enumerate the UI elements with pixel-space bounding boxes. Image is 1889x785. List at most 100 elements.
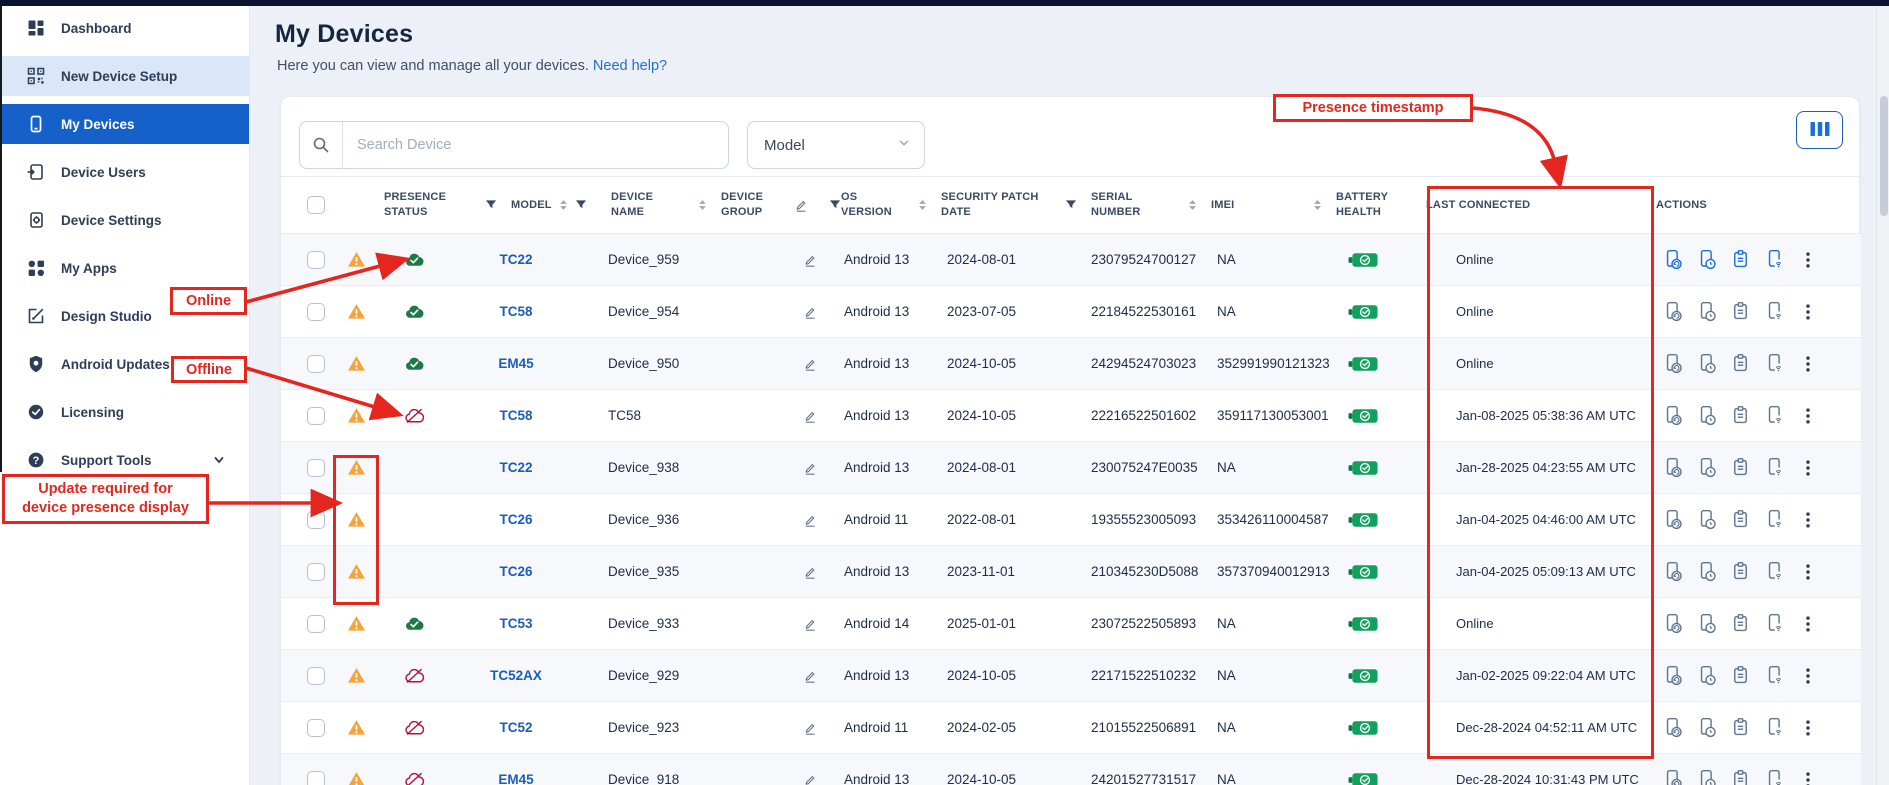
device-model-link[interactable]: TC58 — [499, 304, 533, 319]
device-model-link[interactable]: TC52AX — [490, 668, 542, 683]
edit-column-icon[interactable] — [794, 198, 808, 212]
more-actions-icon[interactable] — [1798, 458, 1818, 478]
device-model-link[interactable]: EM45 — [498, 772, 534, 785]
device-schedule-icon[interactable] — [1696, 613, 1717, 634]
more-actions-icon[interactable] — [1798, 302, 1818, 322]
device-network-icon[interactable] — [1764, 249, 1785, 270]
device-remote-icon[interactable] — [1662, 405, 1683, 426]
device-network-icon[interactable] — [1764, 613, 1785, 634]
select-all-checkbox[interactable] — [307, 196, 325, 214]
sidebar-item-dashboard[interactable]: Dashboard — [0, 8, 249, 48]
device-logs-icon[interactable] — [1730, 249, 1751, 270]
device-model-link[interactable]: TC26 — [499, 512, 533, 527]
device-network-icon[interactable] — [1764, 405, 1785, 426]
filter-icon[interactable] — [1065, 199, 1077, 211]
row-checkbox[interactable] — [307, 666, 325, 685]
column-settings-button[interactable] — [1796, 111, 1843, 149]
device-network-icon[interactable] — [1764, 717, 1785, 738]
device-model-link[interactable]: TC22 — [499, 252, 533, 267]
sidebar-item-new-device-setup[interactable]: New Device Setup — [0, 56, 249, 96]
more-actions-icon[interactable] — [1798, 666, 1818, 686]
sidebar-item-device-users[interactable]: Device Users — [0, 152, 249, 192]
edit-device-group-icon[interactable] — [803, 669, 817, 683]
sidebar-item-android-updates[interactable]: Android Updates — [0, 344, 249, 384]
device-model-link[interactable]: TC53 — [499, 616, 533, 631]
row-checkbox[interactable] — [307, 302, 325, 321]
device-logs-icon[interactable] — [1730, 509, 1751, 530]
edit-device-group-icon[interactable] — [803, 513, 817, 527]
device-model-link[interactable]: EM45 — [498, 356, 534, 371]
column-header-device-group[interactable]: DEVICE GROUP — [721, 177, 841, 233]
edit-device-group-icon[interactable] — [803, 565, 817, 579]
edit-device-group-icon[interactable] — [803, 253, 817, 267]
edit-device-group-icon[interactable] — [803, 409, 817, 423]
edit-device-group-icon[interactable] — [803, 773, 817, 785]
device-model-link[interactable]: TC22 — [499, 460, 533, 475]
sidebar-item-my-devices[interactable]: My Devices — [0, 104, 249, 144]
device-model-link[interactable]: TC58 — [499, 408, 533, 423]
more-actions-icon[interactable] — [1798, 770, 1818, 785]
device-remote-icon[interactable] — [1662, 561, 1683, 582]
device-logs-icon[interactable] — [1730, 561, 1751, 582]
device-logs-icon[interactable] — [1730, 457, 1751, 478]
device-model-link[interactable]: TC52 — [499, 720, 533, 735]
device-network-icon[interactable] — [1764, 769, 1785, 785]
need-help-link[interactable]: Need help? — [592, 58, 668, 74]
column-header-security-patch-date[interactable]: SECURITY PATCH DATE — [941, 177, 1091, 233]
column-header-presence-status[interactable]: PRESENCE STATUS — [347, 177, 511, 233]
sort-icon[interactable] — [918, 199, 927, 211]
device-remote-icon[interactable] — [1662, 665, 1683, 686]
row-checkbox[interactable] — [307, 614, 325, 633]
device-network-icon[interactable] — [1764, 665, 1785, 686]
vertical-scrollbar[interactable] — [1876, 6, 1889, 785]
column-header-device-name[interactable]: DEVICE NAME — [611, 177, 721, 233]
device-remote-icon[interactable] — [1662, 769, 1683, 785]
device-schedule-icon[interactable] — [1696, 301, 1717, 322]
device-schedule-icon[interactable] — [1696, 717, 1717, 738]
sidebar-item-device-settings[interactable]: Device Settings — [0, 200, 249, 240]
more-actions-icon[interactable] — [1798, 718, 1818, 738]
column-header-imei[interactable]: IMEI — [1211, 177, 1336, 233]
device-remote-icon[interactable] — [1662, 457, 1683, 478]
device-logs-icon[interactable] — [1730, 405, 1751, 426]
device-schedule-icon[interactable] — [1696, 249, 1717, 270]
filter-icon[interactable] — [829, 199, 841, 211]
device-logs-icon[interactable] — [1730, 613, 1751, 634]
device-network-icon[interactable] — [1764, 353, 1785, 374]
device-network-icon[interactable] — [1764, 301, 1785, 322]
column-header-os-version[interactable]: OS VERSION — [841, 177, 941, 233]
more-actions-icon[interactable] — [1798, 406, 1818, 426]
edit-device-group-icon[interactable] — [803, 461, 817, 475]
row-checkbox[interactable] — [307, 562, 325, 581]
device-schedule-icon[interactable] — [1696, 665, 1717, 686]
more-actions-icon[interactable] — [1798, 354, 1818, 374]
device-network-icon[interactable] — [1764, 457, 1785, 478]
more-actions-icon[interactable] — [1798, 562, 1818, 582]
filter-icon[interactable] — [575, 199, 587, 211]
row-checkbox[interactable] — [307, 770, 325, 785]
sort-icon[interactable] — [559, 199, 568, 211]
device-logs-icon[interactable] — [1730, 769, 1751, 785]
device-schedule-icon[interactable] — [1696, 405, 1717, 426]
sort-icon[interactable] — [698, 199, 707, 211]
column-header-serial-number[interactable]: SERIAL NUMBER — [1091, 177, 1211, 233]
row-checkbox[interactable] — [307, 458, 325, 477]
device-remote-icon[interactable] — [1662, 509, 1683, 530]
device-logs-icon[interactable] — [1730, 665, 1751, 686]
device-schedule-icon[interactable] — [1696, 457, 1717, 478]
device-logs-icon[interactable] — [1730, 717, 1751, 738]
column-header-model[interactable]: MODEL — [511, 177, 611, 233]
sidebar-item-my-apps[interactable]: My Apps — [0, 248, 249, 288]
device-schedule-icon[interactable] — [1696, 509, 1717, 530]
device-model-link[interactable]: TC26 — [499, 564, 533, 579]
more-actions-icon[interactable] — [1798, 250, 1818, 270]
device-schedule-icon[interactable] — [1696, 561, 1717, 582]
sort-icon[interactable] — [1188, 199, 1197, 211]
device-schedule-icon[interactable] — [1696, 353, 1717, 374]
model-filter-select[interactable]: Model — [747, 121, 925, 169]
scrollbar-thumb[interactable] — [1879, 96, 1888, 216]
search-input[interactable] — [343, 137, 728, 153]
device-network-icon[interactable] — [1764, 509, 1785, 530]
row-checkbox[interactable] — [307, 250, 325, 269]
sidebar-item-support-tools[interactable]: ? Support Tools — [0, 440, 249, 480]
